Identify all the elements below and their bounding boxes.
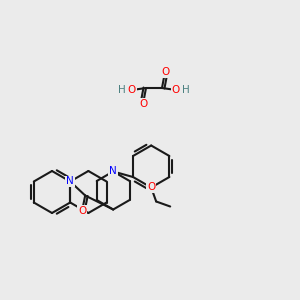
Text: N: N <box>66 176 74 187</box>
Text: H: H <box>182 85 190 95</box>
Text: O: O <box>161 67 169 77</box>
Text: O: O <box>128 85 136 95</box>
Text: H: H <box>118 85 126 95</box>
Text: N: N <box>109 167 117 176</box>
Text: O: O <box>147 182 155 193</box>
Text: O: O <box>78 206 86 215</box>
Text: O: O <box>172 85 180 95</box>
Text: O: O <box>139 99 147 109</box>
